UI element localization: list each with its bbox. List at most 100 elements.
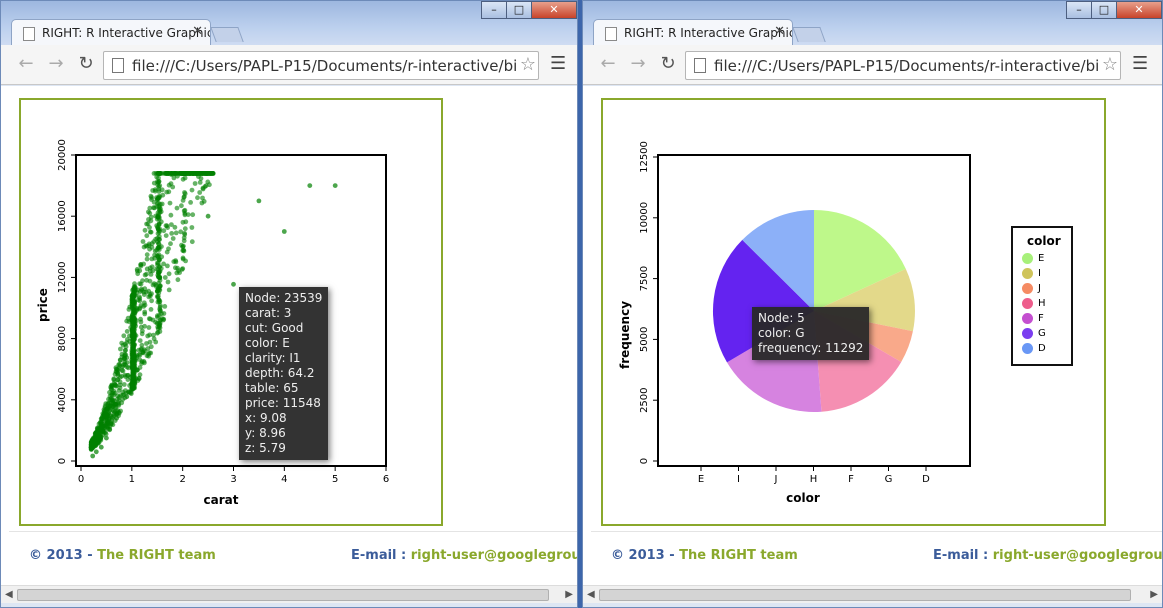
data-point [156, 274, 161, 280]
browser-tab[interactable]: RIGHT: R Interactive Graphics ✕ [593, 19, 793, 46]
data-point [109, 418, 114, 423]
maximize-button[interactable]: □ [506, 1, 532, 19]
minimize-button[interactable]: – [481, 1, 507, 19]
data-point [190, 212, 196, 218]
browser-toolbar: ← → ↻ file:///C:/Users/PAPL-P15/Document… [583, 45, 1162, 85]
x-tick-label: D [922, 474, 930, 485]
reload-icon[interactable]: ↻ [660, 53, 676, 74]
data-point [167, 200, 173, 206]
data-point [171, 171, 177, 176]
data-point [187, 171, 192, 176]
horizontal-scrollbar[interactable]: ◀ ▶ [1, 585, 577, 603]
browser-tab[interactable]: RIGHT: R Interactive Graphics ✕ [11, 19, 211, 46]
data-point [150, 268, 156, 274]
x-tick-label: 0 [78, 474, 84, 485]
forward-arrow-icon[interactable]: → [630, 53, 646, 74]
data-point [88, 439, 94, 445]
close-window-button[interactable]: ✕ [531, 1, 577, 19]
data-point [105, 401, 111, 406]
data-point [147, 316, 153, 322]
legend-swatch [1022, 343, 1033, 354]
star-icon[interactable]: ☆ [1098, 54, 1118, 75]
email-link[interactable]: right-user@googlegroups.co [410, 548, 577, 563]
data-point [118, 357, 123, 363]
data-point [138, 319, 144, 325]
menu-icon[interactable]: ☰ [1132, 53, 1149, 74]
data-point [189, 239, 195, 245]
horizontal-scrollbar[interactable]: ◀ ▶ [583, 585, 1162, 603]
data-point [155, 288, 160, 294]
close-window-button[interactable]: ✕ [1116, 1, 1162, 19]
scroll-left-icon[interactable]: ◀ [587, 589, 595, 600]
data-point [182, 190, 187, 195]
back-arrow-icon[interactable]: ← [600, 53, 616, 74]
data-point [231, 281, 236, 287]
data-point [115, 377, 121, 383]
data-point [121, 333, 127, 339]
data-point [182, 226, 188, 232]
new-tab-button[interactable] [210, 27, 244, 42]
legend-label: H [1038, 298, 1046, 309]
legend-title: color [1027, 234, 1061, 248]
new-tab-button[interactable] [792, 27, 826, 42]
footer-email: E-mail : right-user@googlegroups.co [351, 548, 577, 563]
scroll-left-icon[interactable]: ◀ [5, 589, 13, 600]
data-point [126, 307, 132, 312]
legend-item: I [1022, 266, 1071, 281]
tooltip-line: carat: 3 [245, 306, 292, 320]
legend-swatch [1022, 268, 1033, 279]
team-link[interactable]: The RIGHT team [97, 548, 216, 563]
back-arrow-icon[interactable]: ← [18, 53, 34, 74]
scroll-right-icon[interactable]: ▶ [565, 589, 573, 600]
data-point [144, 271, 149, 277]
tooltip-line: x: 9.08 [245, 411, 287, 425]
legend-item: D [1022, 341, 1071, 356]
minimize-button[interactable]: – [1066, 1, 1092, 19]
data-point [332, 183, 338, 188]
data-point [121, 382, 127, 387]
data-point [125, 373, 130, 378]
scrollbar-thumb[interactable] [599, 589, 1131, 601]
email-link[interactable]: right-user@googlegroups.co [992, 548, 1163, 563]
data-point [156, 175, 161, 181]
star-icon[interactable]: ☆ [516, 54, 536, 75]
data-point [124, 364, 130, 370]
data-point [144, 233, 150, 239]
data-point [148, 307, 154, 312]
scroll-right-icon[interactable]: ▶ [1150, 589, 1158, 600]
menu-icon[interactable]: ☰ [550, 53, 567, 74]
data-point [93, 449, 99, 455]
tooltip-line: color: E [245, 336, 290, 350]
address-bar[interactable]: file:///C:/Users/PAPL-P15/Documents/r-in… [685, 51, 1121, 80]
legend-label: E [1038, 253, 1045, 264]
data-point [111, 377, 117, 383]
close-icon[interactable]: ✕ [774, 24, 785, 39]
address-bar[interactable]: file:///C:/Users/PAPL-P15/Documents/r-in… [103, 51, 539, 80]
reload-icon[interactable]: ↻ [78, 53, 94, 74]
data-point [148, 214, 154, 220]
team-link[interactable]: The RIGHT team [679, 548, 798, 563]
y-tick-label: 10000 [639, 202, 650, 234]
window-controls: – □ ✕ [481, 1, 577, 21]
data-point [166, 246, 171, 252]
title-bar: RIGHT: R Interactive Graphics ✕ – □ ✕ [583, 1, 1162, 46]
data-point [159, 311, 164, 317]
data-point [179, 203, 184, 209]
data-point [175, 265, 180, 271]
data-point [180, 248, 186, 254]
tooltip-line: z: 5.79 [245, 441, 286, 455]
scrollbar-thumb[interactable] [17, 589, 549, 601]
forward-arrow-icon[interactable]: → [48, 53, 64, 74]
data-point [109, 404, 114, 409]
data-point [125, 315, 131, 321]
data-point [134, 268, 140, 274]
maximize-button[interactable]: □ [1091, 1, 1117, 19]
data-point [157, 237, 162, 242]
data-point [154, 223, 160, 228]
browser-window-left: RIGHT: R Interactive Graphics ✕ – □ ✕ ← … [0, 0, 578, 608]
data-point [109, 421, 114, 427]
data-point [149, 195, 155, 200]
close-icon[interactable]: ✕ [192, 24, 203, 39]
data-point [162, 304, 168, 309]
